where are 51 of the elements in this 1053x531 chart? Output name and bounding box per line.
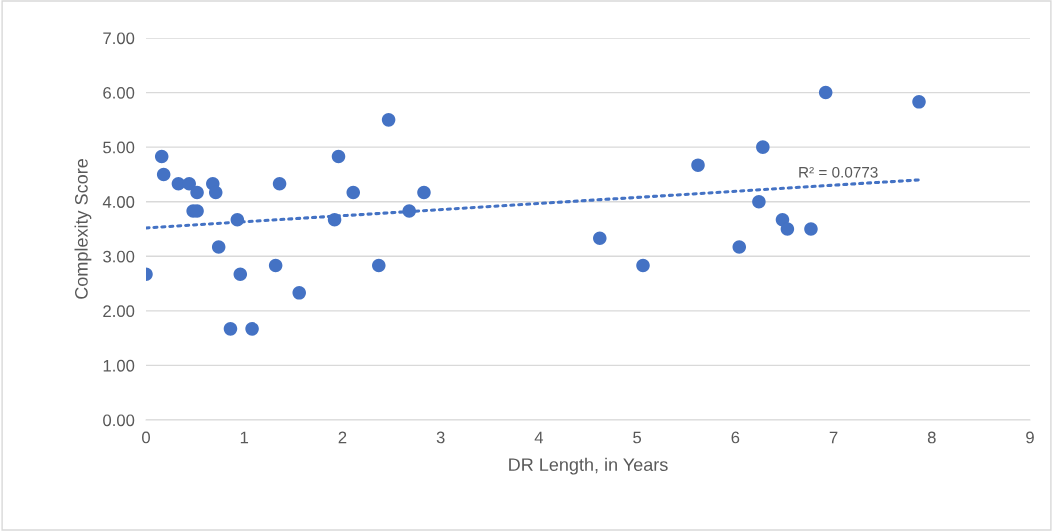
point bbox=[417, 185, 431, 200]
x-tick-label: 2 bbox=[338, 431, 347, 444]
point bbox=[156, 167, 171, 182]
point bbox=[245, 322, 259, 336]
point bbox=[223, 322, 238, 336]
y-axis-title: Complexity Score bbox=[74, 159, 92, 299]
point bbox=[372, 258, 386, 273]
point bbox=[190, 185, 204, 200]
point bbox=[182, 176, 196, 191]
y-tick-label: 1.00 bbox=[103, 359, 135, 372]
x-tick-label: 9 bbox=[1026, 431, 1034, 444]
point bbox=[636, 258, 650, 273]
point bbox=[381, 113, 396, 127]
point bbox=[346, 185, 361, 200]
point bbox=[593, 231, 607, 246]
y-tick-label: 5.00 bbox=[103, 141, 135, 154]
point bbox=[230, 212, 245, 227]
point bbox=[756, 140, 770, 154]
y-tick-label: 7.00 bbox=[103, 32, 135, 45]
annotation: R² = 0.0773 bbox=[799, 166, 878, 178]
x-tick-label: 5 bbox=[633, 431, 642, 444]
point bbox=[691, 158, 705, 172]
point bbox=[268, 258, 283, 273]
point bbox=[331, 149, 346, 164]
point bbox=[780, 222, 795, 236]
y-tick-label: 4.00 bbox=[102, 196, 135, 208]
x-tick-label: 4 bbox=[534, 431, 544, 444]
x-tick-label: 8 bbox=[927, 431, 936, 444]
point bbox=[804, 222, 818, 236]
x-tick-label: 7 bbox=[829, 431, 838, 444]
x-tick-label: 0 bbox=[142, 431, 150, 444]
point bbox=[154, 149, 169, 164]
x-tick-label: 3 bbox=[436, 431, 445, 444]
x-tick-label: 6 bbox=[731, 431, 740, 444]
point bbox=[752, 194, 766, 209]
point bbox=[818, 85, 833, 100]
point bbox=[912, 95, 926, 109]
y-tick-label: 2.00 bbox=[103, 305, 135, 318]
y-tick-label: 0.00 bbox=[103, 414, 135, 427]
point bbox=[272, 176, 287, 191]
point bbox=[233, 267, 248, 282]
point bbox=[732, 240, 747, 254]
point bbox=[292, 286, 306, 300]
point bbox=[208, 185, 223, 200]
point bbox=[402, 204, 416, 218]
y-tick-label: 3.00 bbox=[103, 250, 135, 263]
x-tick-label: 1 bbox=[240, 431, 249, 444]
point bbox=[211, 240, 226, 254]
y-tick-label: 6.00 bbox=[103, 86, 135, 99]
point bbox=[327, 212, 342, 227]
x-axis-title: DR Length, in Years bbox=[509, 457, 668, 475]
